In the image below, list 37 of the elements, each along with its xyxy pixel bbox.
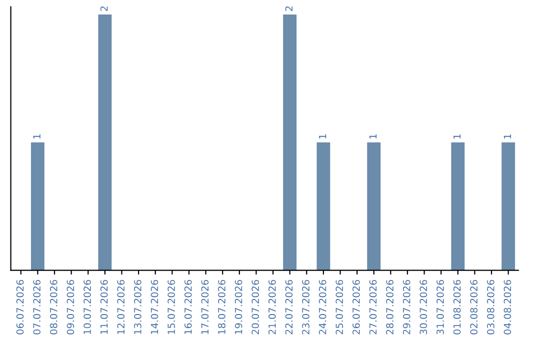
x-tick-label: 31.07.2026 bbox=[436, 280, 444, 334]
x-tick-label: 26.07.2026 bbox=[352, 280, 360, 334]
x-tick-label: 21.07.2026 bbox=[268, 280, 276, 334]
x-tick-label: 28.07.2026 bbox=[386, 280, 394, 334]
data-label: 1 bbox=[33, 134, 40, 139]
data-label: 1 bbox=[319, 134, 326, 139]
data-label: 2 bbox=[100, 6, 108, 11]
x-tick-label: 29.07.2026 bbox=[402, 280, 410, 334]
x-tick-label: 16.07.2026 bbox=[184, 280, 192, 334]
data-label: 1 bbox=[453, 134, 461, 139]
x-tick-label: 25.07.2026 bbox=[336, 280, 344, 334]
x-tick-label: 22.07.2026 bbox=[285, 280, 293, 334]
x-tick-label: 02.08.2026 bbox=[470, 280, 478, 334]
x-tick-label: 17.07.2026 bbox=[201, 280, 209, 334]
x-tick-label: 01.08.2026 bbox=[453, 280, 461, 334]
x-tick-label: 07.07.2026 bbox=[33, 280, 41, 334]
x-tick-label: 10.07.2026 bbox=[84, 280, 91, 334]
x-tick-label: 23.07.2026 bbox=[302, 280, 310, 334]
x-tick-label: 27.07.2026 bbox=[369, 280, 377, 334]
x-tick-label: 08.07.2026 bbox=[50, 280, 58, 334]
x-tick-label: 09.07.2026 bbox=[66, 280, 74, 334]
x-tick-label: 06.07.2026 bbox=[16, 280, 24, 334]
x-tick-label: 24.07.2026 bbox=[318, 280, 326, 334]
x-tick-label: 18.07.2026 bbox=[218, 280, 226, 334]
data-label: 2 bbox=[285, 6, 292, 11]
x-tick-label: 13.07.2026 bbox=[134, 280, 142, 334]
x-tick-label: 04.08.2026 bbox=[504, 280, 512, 334]
data-label: 1 bbox=[369, 134, 377, 139]
x-tick-label: 14.07.2026 bbox=[150, 280, 158, 334]
x-tick-label: 12.07.2026 bbox=[117, 280, 125, 334]
x-tick-label: 11.07.2026 bbox=[100, 280, 108, 334]
x-tick-label: 20.07.2026 bbox=[252, 280, 260, 334]
x-tick-label: 30.07.2026 bbox=[420, 280, 428, 334]
data-label: 1 bbox=[504, 134, 511, 139]
x-tick-label: 03.08.2026 bbox=[486, 280, 494, 334]
x-tick-label: 19.07.2026 bbox=[234, 280, 242, 334]
x-tick-label: 15.07.2026 bbox=[168, 280, 175, 334]
